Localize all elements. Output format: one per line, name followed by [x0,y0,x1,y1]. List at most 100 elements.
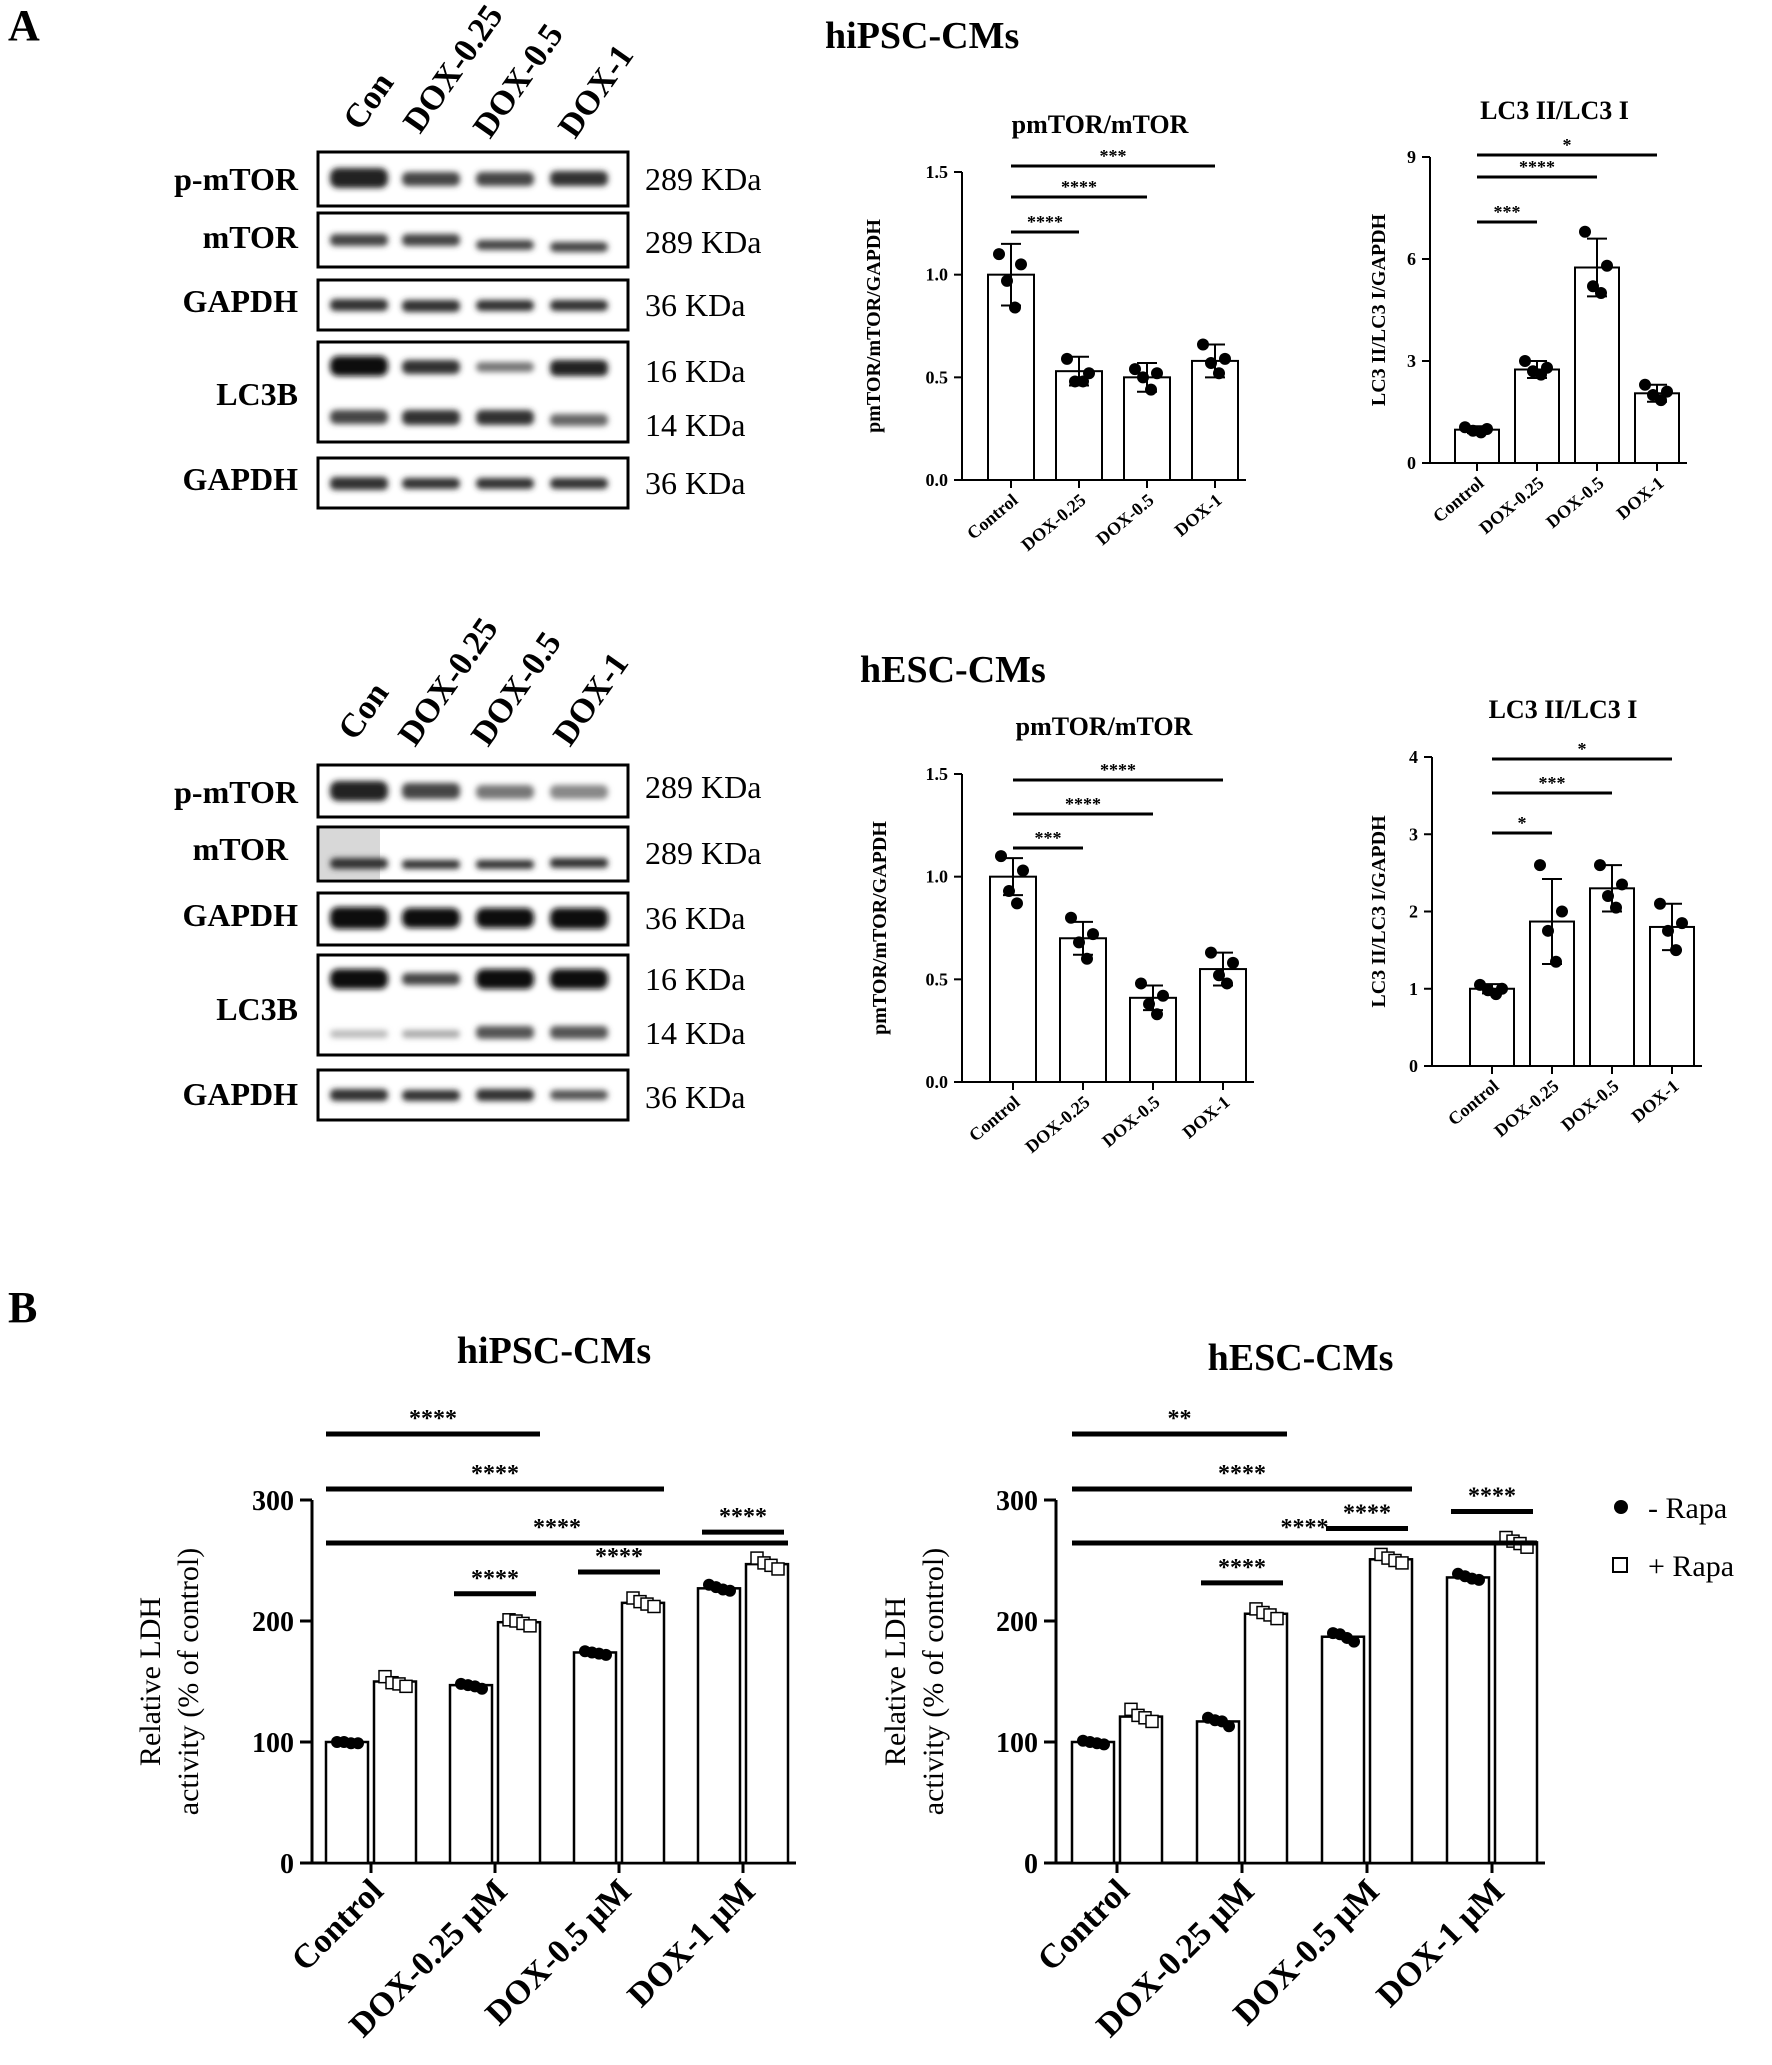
panel-b-label: B [8,1283,37,1332]
data-point [1534,859,1546,872]
significance-label: **** [1343,1500,1391,1526]
y-axis-label: LC3 II/LC3 I/GAPDH [1368,815,1390,1008]
data-point [1219,352,1231,365]
kda-label: 289 KDa [645,769,761,805]
y-tick-label: 0.0 [926,470,949,490]
blot-label: mTOR [193,831,289,867]
data-point-minus-rapa [476,1682,488,1695]
significance-label: *** [1100,146,1127,166]
x-tick-label: DOX-1 [1171,490,1226,541]
y-axis-label: Relative LDH [879,1597,912,1766]
bar-plus-rapa [372,1680,418,1865]
y-tick-label: 100 [252,1728,294,1759]
blot-background [320,829,380,879]
blot-bands [330,858,608,869]
bar-plus-rapa [496,1620,542,1865]
data-point-plus-rapa [647,1599,661,1614]
data-point [1151,1008,1163,1021]
bar-minus-rapa [1445,1576,1491,1865]
blot-label: GAPDH [182,283,298,319]
chart-title: pmTOR/mTOR [1012,110,1189,139]
blot-label: mTOR [203,219,299,255]
kda-label: 289 KDa [645,161,761,197]
data-point [1077,375,1089,388]
kda-label: 289 KDa [645,835,761,871]
blot-label: p-mTOR [174,774,299,810]
blot-bands [330,1089,608,1101]
blot-bands [330,477,608,490]
y-axis-label: LC3 II/LC3 I/GAPDH [1368,213,1390,406]
data-point [1137,371,1149,384]
x-tick-label: DOX-0.25 [1490,1076,1562,1141]
legend-label: - Rapa [1648,1492,1727,1525]
data-point [1003,885,1015,898]
data-point [1556,905,1568,918]
significance-label: **** [533,1515,581,1541]
x-tick-label: Control [1444,1076,1503,1130]
western-blot-row1: Con DOX-0.25 DOX-0.5 DOX-1 p-mTOR 289 KD… [174,0,761,510]
x-tick-label: DOX-1 [1179,1092,1234,1143]
significance-label: **** [471,1566,519,1592]
y-axis-label: pmTOR/mTOR/GAPDH [863,219,885,433]
y-tick-label: 1.0 [926,867,949,887]
blot-bands [330,969,608,1039]
x-tick-label: DOX-0.5 [1557,1076,1622,1135]
x-tick-label: DOX-0.5 [1542,473,1607,532]
significance-label: *** [1494,202,1521,222]
chart-title: hiPSC-CMs [457,1330,651,1372]
legend-marker-plus-rapa [1612,1557,1628,1573]
chart-title: LC3 II/LC3 I [1480,96,1629,125]
significance-label: **** [409,1406,457,1432]
data-point [1197,338,1209,351]
significance-label: *** [1035,828,1062,848]
y-tick-label: 3 [1407,351,1416,371]
blot-bands [330,168,608,188]
lane-label: DOX-1 [546,646,636,752]
data-point [1015,258,1027,271]
significance-label: * [1518,813,1527,833]
x-tick-label: Control [1031,1872,1137,1978]
data-point [1594,859,1606,872]
y-tick-label: 200 [996,1607,1038,1638]
data-point [1083,367,1095,380]
chart-lc3-hipsc: LC3 II/LC3 I LC3 II/LC3 I/GAPDH 0 3 6 9 Contro… [1368,96,1687,538]
data-point-minus-rapa [1098,1738,1110,1751]
data-point [1009,301,1021,314]
chart-pmtor-hesc: pmTOR/mTOR pmTOR/mTOR/GAPDH 0.0 0.5 1.0 1.5 Co… [869,712,1254,1157]
data-point [1073,936,1085,949]
data-point [1129,363,1141,376]
data-point [1676,917,1688,930]
blot-label: LC3B [216,991,298,1027]
data-point [1001,274,1013,287]
data-point [1535,368,1547,381]
bar-dox-0.25 [1055,370,1103,482]
data-point [1143,997,1155,1010]
data-point-plus-rapa [1270,1611,1284,1626]
data-point [1475,426,1487,439]
y-tick-label: 6 [1407,249,1416,269]
kda-label: 289 KDa [645,224,761,260]
data-point [1061,352,1073,365]
bar-minus-rapa [324,1740,370,1865]
y-tick-label: 4 [1409,747,1418,767]
lane-label: Con [336,66,401,137]
y-tick-label: 0 [1409,1056,1418,1076]
y-tick-label: 0.5 [926,969,949,989]
data-point [1011,897,1023,910]
bar-plus-rapa [744,1562,790,1865]
significance-label: **** [1027,212,1063,232]
data-point [993,248,1005,261]
x-tick-label: DOX-1 μM [621,1872,763,2014]
significance-label: **** [471,1461,519,1487]
significance-label: **** [1468,1484,1516,1510]
y-tick-label: 0.0 [926,1072,949,1092]
y-tick-label: 0 [1407,453,1416,473]
x-tick-label: DOX-0.5 [1098,1092,1163,1151]
y-tick-label: 1.5 [926,162,949,182]
blot-label: p-mTOR [174,161,299,197]
chart-ldh-hipsc: hiPSC-CMs Relative LDH activity (% of cont… [134,1330,796,2044]
chart-ldh-hesc: hESC-CMs Relative LDH activity (% of contr… [879,1337,1545,2044]
x-tick-label: DOX-0.5 [1092,490,1157,549]
data-point-minus-rapa [600,1648,612,1661]
data-point [1081,952,1093,965]
